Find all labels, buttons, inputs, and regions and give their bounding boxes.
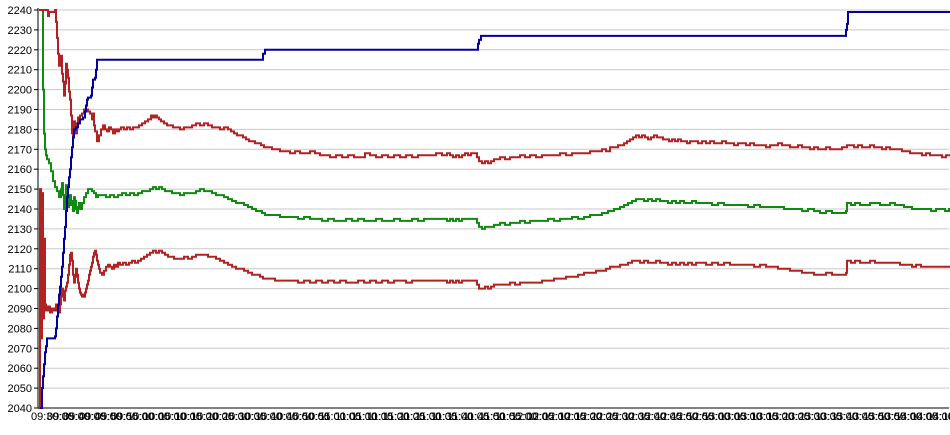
x-tick-label: 09:45:00 <box>79 411 122 423</box>
x-tick-label: 10:05:00 <box>143 411 186 423</box>
x-tick-label: 14:00:00 <box>895 411 938 423</box>
series-upper-red-line <box>39 9 950 165</box>
x-tick-label: 12:20:00 <box>575 411 618 423</box>
y-tick-label: 2220 <box>8 45 32 57</box>
x-tick-label: 10:30:00 <box>223 411 266 423</box>
x-tick-label: 11:40:00 <box>447 411 489 423</box>
x-tick-label: 12:45:00 <box>655 411 698 423</box>
x-tick-label: 13:15:00 <box>751 411 794 423</box>
y-tick-label: 2080 <box>8 323 32 335</box>
y-tick-label: 2210 <box>8 65 32 77</box>
x-tick-label: 11:10:00 <box>351 411 393 423</box>
y-tick-label: 2140 <box>8 204 32 216</box>
x-tick-label: 12:05:00 <box>527 411 570 423</box>
x-tick-label: 11:05:00 <box>335 411 377 423</box>
y-tick-label: 2190 <box>8 105 32 117</box>
x-tick-label: 11:45:00 <box>463 411 505 423</box>
x-tick-label: 11:55:00 <box>495 411 537 423</box>
y-tick-label: 2200 <box>8 85 32 97</box>
x-tick-label: 11:20:00 <box>383 411 425 423</box>
x-tick-label: 11:30:00 <box>415 411 457 423</box>
x-tick-label: 10:15:00 <box>175 411 218 423</box>
x-tick-label: 11:25:00 <box>399 411 441 423</box>
x-tick-label: 13:35:00 <box>815 411 858 423</box>
x-tick-label: 13:10:00 <box>735 411 778 423</box>
series-blue-step-line <box>40 11 950 409</box>
x-tick-label: 14:10:00 <box>927 411 950 423</box>
x-tick-label: 12:40:00 <box>639 411 682 423</box>
x-tick-label: 13:05:00 <box>719 411 762 423</box>
y-tick-label: 2160 <box>8 164 32 176</box>
x-tick-label: 10:55:00 <box>303 411 346 423</box>
x-tick-label: 12:10:00 <box>543 411 586 423</box>
x-tick-label: 13:20:00 <box>767 411 810 423</box>
y-tick-label: 2060 <box>8 363 32 375</box>
series-middle-green-line <box>41 9 950 230</box>
y-tick-label: 2150 <box>8 184 32 196</box>
x-tick-label: 12:55:00 <box>687 411 730 423</box>
x-tick-label: 10:25:00 <box>207 411 250 423</box>
y-tick-label: 2120 <box>8 244 32 256</box>
x-tick-label: 13:55:00 <box>879 411 922 423</box>
y-tick-label: 2040 <box>8 403 32 415</box>
x-tick-label: 12:25:00 <box>591 411 634 423</box>
series-lower-red-line <box>38 188 950 409</box>
x-tick-label: 10:10:00 <box>159 411 202 423</box>
y-tick-label: 2180 <box>8 124 32 136</box>
x-tick-label: 13:25:00 <box>783 411 826 423</box>
x-tick-label: 09:50:00 <box>95 411 138 423</box>
y-tick-label: 2100 <box>8 284 32 296</box>
x-tick-label: 13:30:00 <box>799 411 842 423</box>
y-tick-label: 2070 <box>8 343 32 355</box>
x-tick-label: 10:00:00 <box>127 411 170 423</box>
x-tick-label: 13:45:00 <box>847 411 890 423</box>
y-tick-label: 2050 <box>8 383 32 395</box>
x-tick-label: 13:50:00 <box>863 411 906 423</box>
y-tick-label: 2130 <box>8 224 32 236</box>
y-tick-label: 2090 <box>8 304 32 316</box>
x-tick-label: 11:50:00 <box>479 411 521 423</box>
x-tick-label: 10:40:00 <box>255 411 298 423</box>
x-tick-label: 12:30:00 <box>607 411 650 423</box>
x-tick-label: 09:35:00 <box>47 411 90 423</box>
x-tick-label: 09:55:00 <box>111 411 154 423</box>
x-tick-label: 09:40:00 <box>63 411 106 423</box>
x-tick-label: 12:35:00 <box>623 411 666 423</box>
x-tick-label: 10:20:00 <box>191 411 234 423</box>
x-tick-label: 12:50:00 <box>671 411 714 423</box>
x-tick-label: 09:30:00 <box>31 411 74 423</box>
x-tick-label: 11:35:00 <box>431 411 473 423</box>
x-tick-label: 14:05:00 <box>911 411 950 423</box>
y-tick-label: 2170 <box>8 144 32 156</box>
x-tick-label: 10:45:00 <box>271 411 314 423</box>
y-tick-label: 2230 <box>8 25 32 37</box>
x-tick-label: 12:15:00 <box>559 411 602 423</box>
x-tick-label: 13:40:00 <box>831 411 874 423</box>
y-tick-label: 2110 <box>8 264 32 276</box>
x-tick-label: 11:15:00 <box>367 411 409 423</box>
x-tick-label: 10:50:00 <box>287 411 330 423</box>
x-tick-label: 10:35:00 <box>239 411 282 423</box>
x-tick-label: 13:00:00 <box>703 411 746 423</box>
y-tick-label: 2240 <box>8 5 32 17</box>
x-tick-label: 12:00:00 <box>511 411 554 423</box>
x-tick-label: 11:00:00 <box>319 411 361 423</box>
